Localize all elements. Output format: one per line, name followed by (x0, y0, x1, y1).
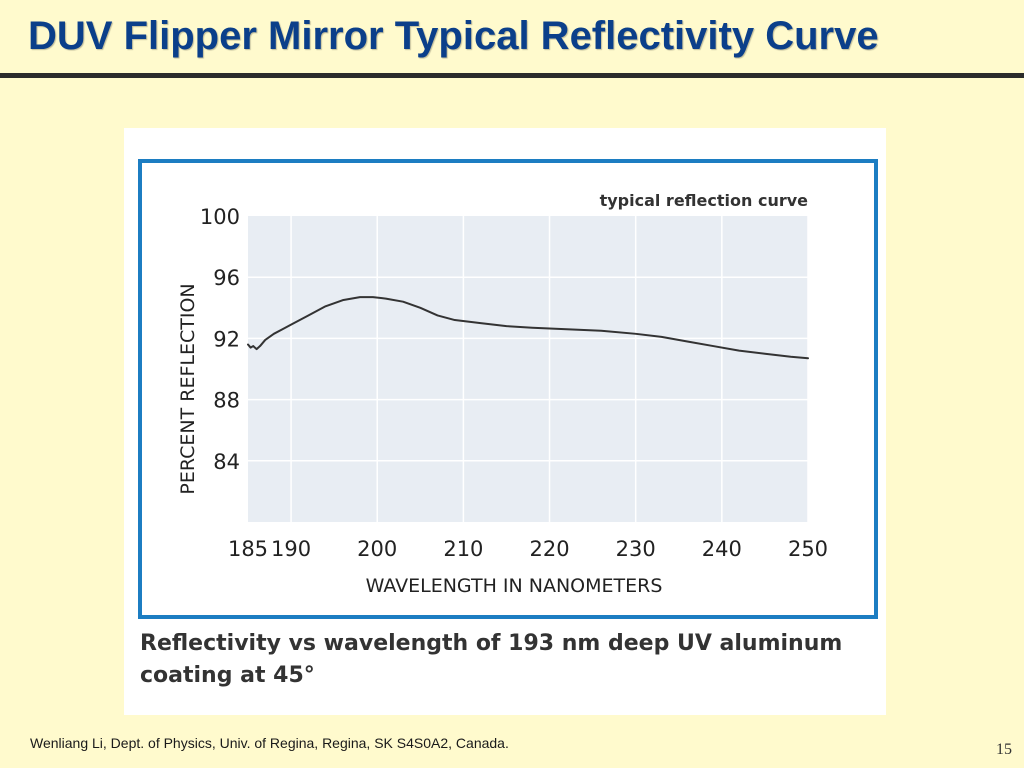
chart-frame: 185 190 200 210 220 230 240 250 84 88 92 96 100 typi… (138, 159, 878, 619)
y-tick-label: 88 (213, 389, 240, 413)
y-tick-label: 92 (213, 327, 240, 351)
grid-lines (248, 216, 809, 522)
x-tick-label: 240 (702, 537, 742, 561)
reflection-curve-line (247, 296, 809, 360)
x-tick-label: 210 (443, 537, 483, 561)
footer-credit: Wenliang Li, Dept. of Physics, Univ. of … (30, 735, 509, 751)
x-axis-label: WAVELENGTH IN NANOMETERS (366, 575, 663, 597)
x-tick-label: 220 (529, 537, 569, 561)
plot-area (248, 216, 808, 522)
x-tick-label: 185 (228, 537, 268, 561)
y-tick-label: 84 (213, 450, 240, 474)
x-tick-label: 230 (616, 537, 656, 561)
reflectivity-chart: 185 190 200 210 220 230 240 250 84 88 92 96 100 typi… (177, 191, 828, 597)
y-axis-label: PERCENT REFLECTION (177, 283, 199, 494)
chart-title: typical reflection curve (600, 191, 809, 210)
tick-labels: 185 190 200 210 220 230 240 250 84 88 92 96 100 (200, 205, 828, 561)
y-tick-label: 96 (213, 266, 240, 290)
title-divider (0, 73, 1024, 78)
slide-title: DUV Flipper Mirror Typical Reflectivity … (28, 14, 879, 58)
figure-caption: Reflectivity vs wavelength of 193 nm dee… (140, 631, 843, 688)
x-tick-label: 200 (357, 537, 397, 561)
page-number: 15 (996, 741, 1012, 758)
x-tick-label: 190 (271, 537, 311, 561)
figure-panel: 185 190 200 210 220 230 240 250 84 88 92 96 100 typi… (124, 128, 886, 715)
x-tick-label: 250 (788, 537, 828, 561)
y-tick-label: 100 (200, 205, 240, 229)
